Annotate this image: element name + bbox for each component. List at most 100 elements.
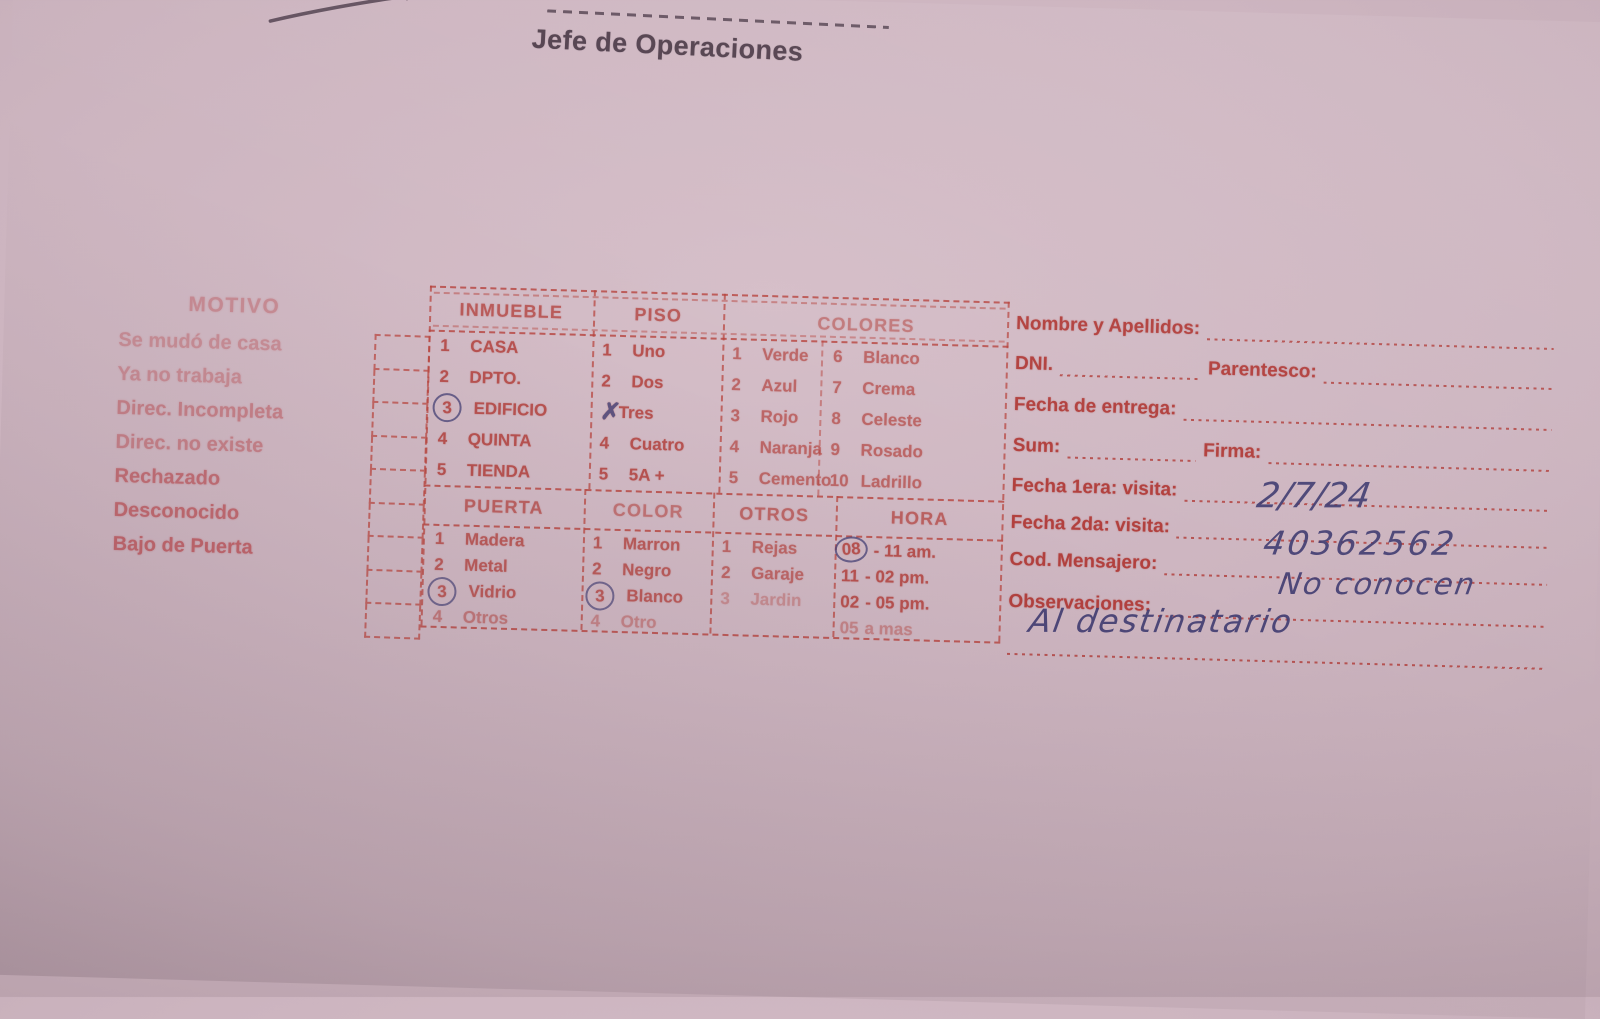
motivo-checkbox [371, 402, 429, 439]
field-label: Fecha de entrega: [1013, 394, 1177, 420]
field-label: Nombre y Apellidos: [1015, 313, 1201, 340]
cell-label: Jardin [750, 589, 802, 611]
field-fecha-entrega: Fecha de entrega: [1014, 386, 1553, 431]
cell-num: 11 [840, 566, 860, 586]
cell-label: Rejas [751, 537, 798, 558]
cell-num: 4 [590, 611, 601, 631]
cell-label: Uno [632, 340, 666, 361]
cell-label: Garaje [750, 563, 805, 585]
cell-label: Madera [464, 529, 525, 551]
cell-label: Metal [463, 555, 508, 576]
handwritten-fecha-2da: 2/7/24 [1254, 476, 1374, 517]
cell-num: 4 [729, 436, 740, 456]
cell-num: 5 [598, 463, 609, 484]
cell-label: Rosado [860, 440, 924, 461]
selection-table: INMUEBLE PISO COLORES 1 CASA 1 Uno 1 Verde … [420, 285, 1010, 644]
cell-num: 1 [731, 343, 742, 363]
pen-circle: 08 [834, 535, 869, 564]
field-label: DNI. [1014, 353, 1054, 376]
cell-num: 02 [840, 592, 860, 612]
cell-num: 3 [594, 585, 606, 605]
field-nombre: Nombre y Apellidos: [1016, 305, 1555, 350]
pen-cross-icon: ✗ [599, 397, 622, 427]
cell-num: 2 [731, 374, 742, 394]
cell-label: Negro [621, 560, 672, 581]
cell-num [720, 625, 738, 626]
cell-label: Cuatro [629, 433, 685, 455]
header-otros: OTROS [738, 503, 810, 526]
cell-num: 3 [436, 580, 448, 601]
cell-num: 3 [720, 588, 731, 609]
header-piso: PISO [634, 303, 683, 326]
field-sum-firma: Sum: Firma: [1012, 427, 1551, 472]
cell-label: Blanco [626, 586, 684, 607]
motivo-header: MOTIVO [188, 292, 281, 319]
header-hora: HORA [890, 507, 949, 530]
cell-label: Marron [622, 534, 681, 555]
cell-num: 2 [591, 559, 602, 579]
cell-num: 4 [437, 428, 448, 448]
handwritten-observaciones: No conocen [1275, 567, 1479, 603]
motivo-section: MOTIVO Se mudó de casa Ya no trabaja Dir… [112, 291, 369, 568]
cell-label: Vidrio [468, 581, 517, 603]
motivo-checkbox [372, 369, 430, 405]
cell-num: 9 [830, 439, 841, 459]
motivo-checkbox [369, 436, 428, 472]
cell-num: 5 [436, 459, 447, 479]
cell-num: 1 [721, 536, 732, 557]
dotted-line [1323, 369, 1553, 390]
cell-label: Cemento [758, 468, 832, 490]
cell-label: Crema [862, 378, 916, 399]
cell-label: Verde [761, 344, 809, 365]
motivo-checkbox [368, 469, 426, 506]
motivo-checkbox [373, 333, 431, 372]
cell-num: 3 [441, 397, 453, 417]
cell-num: 2 [433, 554, 444, 575]
handwritten-observaciones-line2: Al destinatario [1026, 601, 1297, 641]
cell-label: - 11 am. [873, 541, 937, 562]
cell-num: 08 [841, 538, 862, 560]
cell-label: Otros [462, 607, 509, 628]
dotted-line [1206, 326, 1555, 350]
dotted-line [1267, 450, 1551, 472]
field-label: Sum: [1012, 435, 1061, 458]
cell-label: - 05 pm. [864, 592, 930, 614]
cell-label: a mas [864, 618, 913, 640]
page-title: Jefe de Operaciones [531, 23, 804, 67]
cell-label: TIENDA [466, 460, 531, 481]
cell-label: Rojo [760, 406, 799, 427]
dotted-line [1183, 406, 1552, 431]
cell-label: Tres [618, 402, 654, 423]
cell-label: DPTO. [469, 367, 522, 388]
cell-num: 6 [832, 346, 843, 366]
pen-circle: 3 [584, 580, 616, 611]
motivo-item: Bajo de Puerta [112, 532, 253, 559]
cell-num: 4 [599, 432, 610, 453]
cell-num: 1 [434, 528, 445, 549]
motivo-checkbox [364, 603, 422, 640]
cell-label: Naranja [759, 437, 823, 459]
cell-label: Otro [620, 612, 657, 633]
header-inmueble: INMUEBLE [459, 298, 564, 322]
field-label: Parentesco: [1207, 358, 1318, 383]
cell-num: 3 [730, 405, 741, 425]
signature-stroke [268, 0, 451, 23]
field-label: Fecha 2da: visita: [1010, 512, 1171, 538]
cell-num: 4 [432, 606, 443, 627]
cell-label: QUINTA [467, 429, 532, 450]
handwritten-cod-mensajero: 40362562 [1260, 523, 1460, 563]
cell-label: Ladrillo [860, 471, 923, 492]
cell-num: 2 [601, 370, 612, 391]
cell-label: - 02 pm. [864, 566, 930, 588]
pen-circle: 3 [426, 575, 458, 607]
field-dni-parentesco: DNI. Parentesco: [1015, 345, 1554, 390]
fields-section: Nombre y Apellidos: DNI. Parentesco: Fec… [13, 0, 1600, 670]
cell-num: 8 [831, 408, 842, 428]
cell-num: 7 [832, 377, 843, 397]
cell-num: 10 [829, 470, 849, 490]
cell-num: 2 [720, 562, 731, 583]
cell-label: Blanco [862, 347, 921, 368]
dotted-line [1006, 640, 1546, 670]
cell-label: Dos [631, 371, 664, 392]
